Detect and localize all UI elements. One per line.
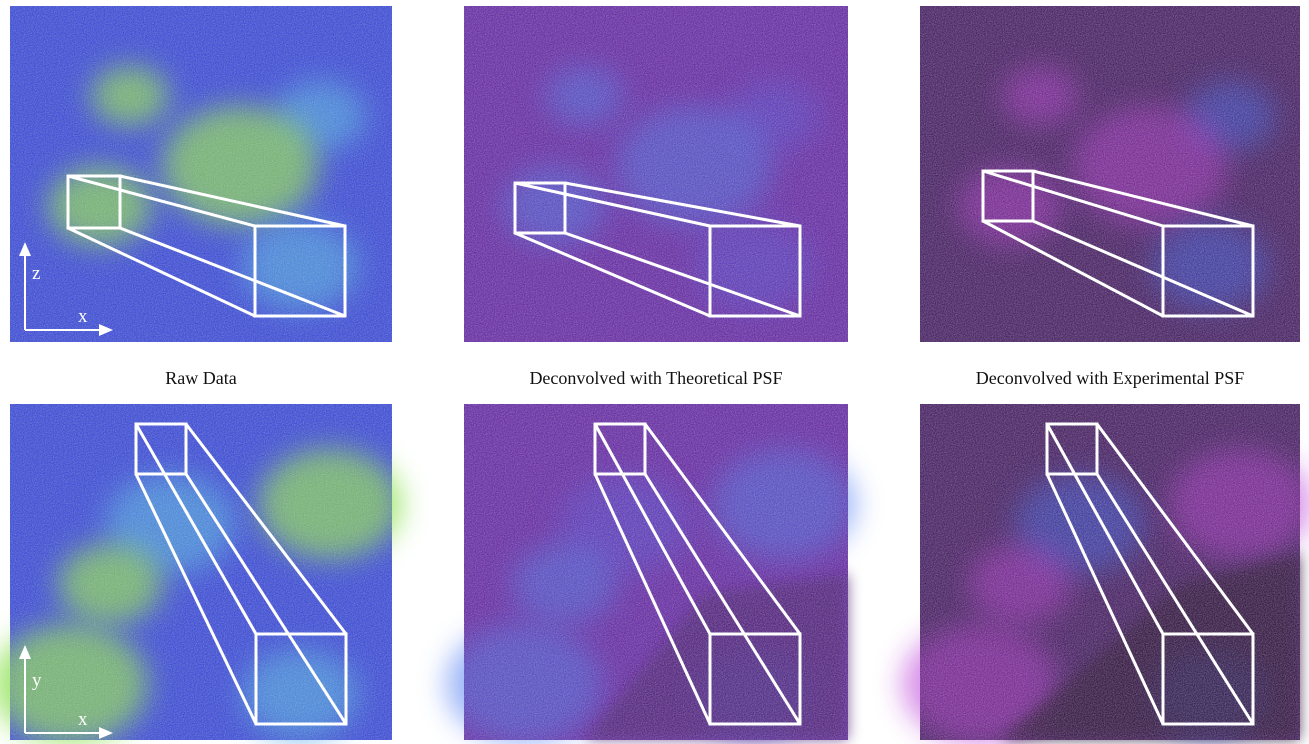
figure: Raw Data Deconvolved with Theoretical PS… bbox=[0, 0, 1309, 744]
image-noise bbox=[920, 6, 1300, 342]
image-noise bbox=[464, 404, 848, 740]
caption: Deconvolved with Theoretical PSF bbox=[529, 368, 782, 388]
micrograph bbox=[0, 404, 402, 744]
micrograph bbox=[902, 404, 1309, 744]
caption: Deconvolved with Experimental PSF bbox=[976, 368, 1244, 388]
image-noise bbox=[10, 404, 392, 740]
caption: Raw Data bbox=[165, 368, 236, 388]
page: {"captions": ["Raw Data", "Deconvolved w… bbox=[0, 0, 1309, 744]
axis-label: z bbox=[32, 263, 40, 284]
axis-label: y bbox=[32, 670, 42, 691]
image-noise bbox=[920, 404, 1300, 740]
axis-label: x bbox=[78, 306, 88, 327]
axis-label: x bbox=[78, 709, 88, 730]
micrograph bbox=[920, 6, 1300, 342]
micrograph bbox=[446, 404, 856, 744]
